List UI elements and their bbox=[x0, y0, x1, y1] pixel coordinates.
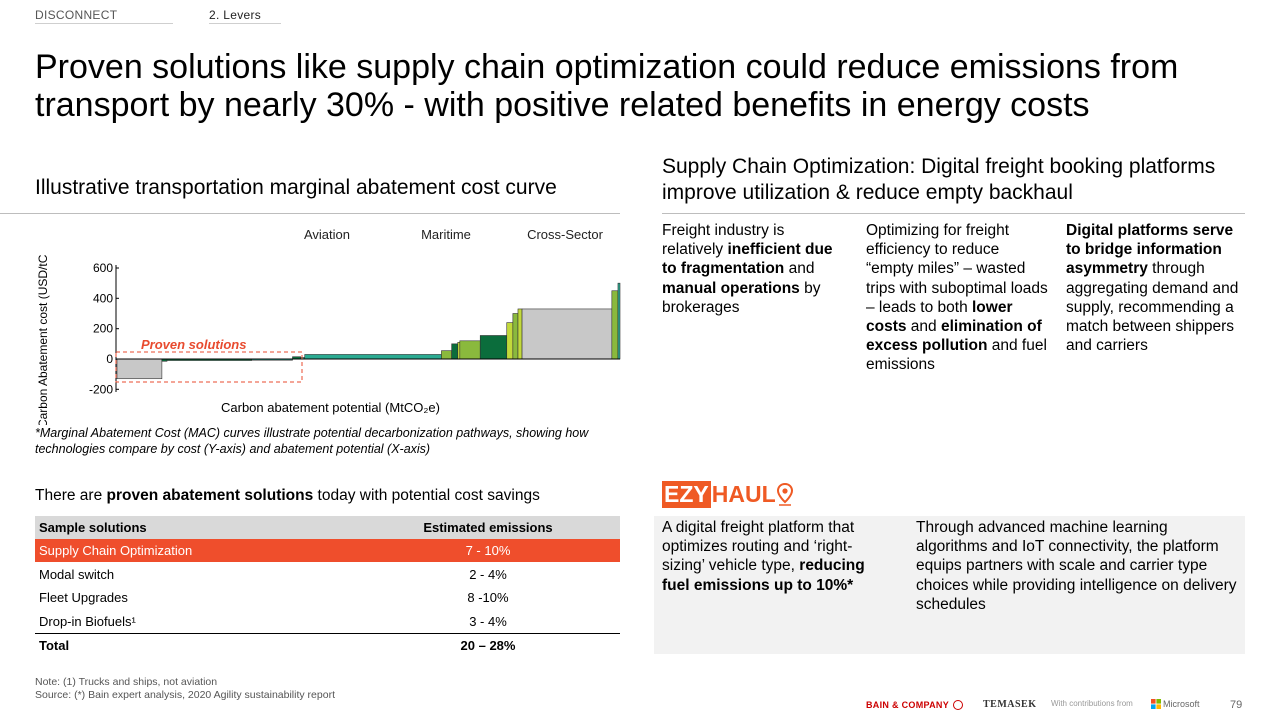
map-pin-icon bbox=[776, 482, 793, 506]
legend-cross-sector: Cross-Sector bbox=[527, 227, 603, 242]
mac-segment-7 bbox=[304, 354, 442, 360]
mac-segment-8 bbox=[441, 350, 452, 360]
table-header: Sample solutions Estimated emissions red… bbox=[35, 516, 620, 558]
mac-segment-1 bbox=[116, 358, 163, 380]
mac-segment-16 bbox=[521, 308, 613, 360]
y-tick-label: 600 bbox=[93, 261, 113, 275]
mac-curve-chart: 600 400 200 0 -200 Proven solutions Carbon A… bbox=[36, 255, 621, 425]
mac-segment-18 bbox=[617, 282, 621, 360]
mac-segment-12 bbox=[479, 335, 508, 360]
x-axis-label: Carbon abatement potential (MtCO₂e) bbox=[221, 400, 440, 415]
header-solutions: Sample solutions bbox=[39, 520, 147, 535]
column-digital-platforms: Digital platforms serve to bridge inform… bbox=[1066, 222, 1239, 355]
y-tick-label: 0 bbox=[106, 352, 113, 366]
table-row: Supply Chain Optimization 7 - 10% bbox=[35, 539, 620, 562]
ezyhaul-logo: EZY HAUL bbox=[662, 480, 793, 509]
contributions-text: With contributions from bbox=[1051, 699, 1133, 708]
mac-segment-15 bbox=[517, 308, 523, 360]
table-row: Fleet Upgrades 8 -10% bbox=[39, 590, 509, 605]
y-tick-label: 200 bbox=[93, 322, 113, 336]
bain-logo: BAIN & COMPANY bbox=[866, 700, 964, 710]
ezyhaul-technology: Through advanced machine learning algori… bbox=[916, 519, 1237, 613]
mac-segment-9 bbox=[451, 343, 459, 360]
column-optimizing: Optimizing for freight efficiency to red… bbox=[866, 222, 1048, 374]
chart-segments bbox=[116, 282, 621, 380]
y-tick-label: -200 bbox=[89, 382, 113, 396]
right-heading: Supply Chain Optimization: Digital freig… bbox=[662, 155, 1216, 204]
section-underline bbox=[35, 23, 173, 24]
right-divider bbox=[662, 213, 1245, 214]
column-fragmentation: Freight industry is relatively inefficie… bbox=[662, 222, 833, 316]
logo-part-ezy: EZY bbox=[662, 481, 711, 508]
bain-circle-icon bbox=[953, 700, 964, 710]
mac-segment-11 bbox=[459, 340, 481, 360]
chart-title: Illustrative transportation marginal aba… bbox=[35, 176, 557, 199]
table-intro: There are proven abatement solutions tod… bbox=[35, 487, 540, 504]
y-ticks: 600 400 200 0 -200 bbox=[89, 261, 119, 396]
page-number: 79 bbox=[1230, 699, 1243, 711]
table-row: Modal switch 2 - 4% bbox=[39, 567, 507, 582]
note-text: Note: (1) Trucks and ships, not aviation bbox=[35, 676, 218, 688]
mac-segment-17 bbox=[611, 290, 619, 360]
mac-segment-10 bbox=[457, 342, 461, 360]
section-label: DISCONNECT bbox=[35, 8, 118, 22]
proven-solutions-label: Proven solutions bbox=[141, 337, 246, 352]
mac-segment-13 bbox=[506, 322, 514, 360]
y-axis-label: Carbon Abatement cost (USD/tCO2e) bbox=[36, 255, 50, 425]
legend-maritime: Maritime bbox=[421, 227, 471, 242]
microsoft-icon bbox=[1151, 699, 1161, 709]
legend-aviation: Aviation bbox=[303, 227, 350, 242]
ezyhaul-box bbox=[654, 516, 1245, 654]
page-title: Proven solutions like supply chain optim… bbox=[35, 48, 1179, 124]
logo-part-haul: HAUL bbox=[711, 481, 776, 507]
legend-road-ldv: Road – LDV bbox=[54, 227, 126, 242]
source-text: Source: (*) Bain expert analysis, 2020 A… bbox=[35, 689, 335, 701]
ezyhaul-description: A digital freight platform that optimize… bbox=[662, 519, 865, 594]
subsection-underline bbox=[209, 23, 281, 24]
table-total-rule bbox=[35, 633, 620, 634]
proven-solutions-box bbox=[115, 351, 303, 383]
mac-footnote: *Marginal Abatement Cost (MAC) curves il… bbox=[35, 426, 589, 456]
microsoft-logo: Microsoft bbox=[1151, 699, 1200, 709]
table-total-row: Total 20 – 28% bbox=[39, 638, 516, 653]
subsection-label: 2. Levers bbox=[209, 8, 262, 22]
chart-divider bbox=[0, 213, 620, 214]
temasek-logo: TEMASEK bbox=[983, 699, 1037, 710]
y-tick-label: 400 bbox=[93, 291, 113, 305]
mac-segment-14 bbox=[512, 313, 519, 360]
table-row: Drop-in Biofuels¹ 3 - 4% bbox=[39, 614, 507, 629]
legend-road-hdv: Road – HDV bbox=[171, 227, 245, 242]
